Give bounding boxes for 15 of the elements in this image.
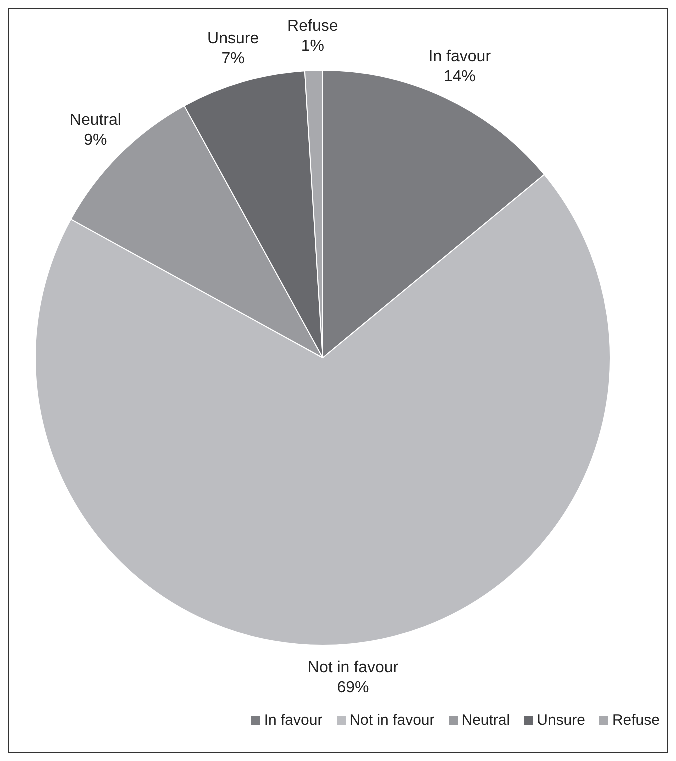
slice-label: Not in favour [308, 659, 400, 676]
legend-label: Not in favour [350, 712, 435, 729]
data-label: 69% [337, 679, 370, 696]
data-label: 1% [301, 38, 324, 56]
legend-label: Refuse [612, 712, 660, 729]
data-label: 9% [84, 132, 108, 150]
slice-label: Refuse [288, 18, 338, 36]
data-label: 7% [222, 50, 245, 68]
slice-label: Neutral [70, 112, 122, 130]
legend-label: Neutral [462, 712, 510, 729]
slice-label: In favour [428, 48, 492, 66]
data-label: 14% [444, 68, 476, 86]
legend-label: In favour [264, 712, 323, 729]
slice-label: Unsure [208, 30, 260, 48]
legend-label: Unsure [537, 712, 586, 729]
